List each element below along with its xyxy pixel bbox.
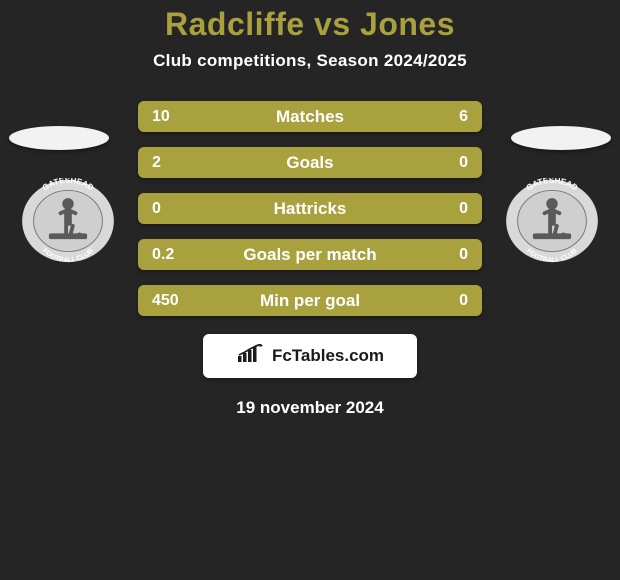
- club-crest-right: GATESHEAD FOOTBALL CLUB: [504, 178, 600, 264]
- stat-left-value: 2: [152, 154, 192, 172]
- stat-left-value: 10: [152, 108, 192, 126]
- stat-row-goals: 2 Goals 0: [138, 147, 482, 178]
- brand-badge: FcTables.com: [203, 334, 417, 378]
- stat-left-value: 0.2: [152, 246, 192, 264]
- player-photo-right: [511, 126, 611, 150]
- stat-right-value: 6: [428, 108, 468, 126]
- player-photo-left: [9, 126, 109, 150]
- chart-icon: [236, 344, 266, 369]
- stat-right-value: 0: [428, 246, 468, 264]
- stat-row-matches: 10 Matches 6: [138, 101, 482, 132]
- stats-rows: 10 Matches 6 2 Goals 0 0 Hattricks 0 0.2…: [138, 101, 482, 316]
- stat-right-value: 0: [428, 292, 468, 310]
- stat-left-value: 0: [152, 200, 192, 218]
- brand-text: FcTables.com: [272, 346, 384, 366]
- club-crest-left: GATESHEAD FOOTBALL CLUB: [20, 178, 116, 264]
- stat-right-value: 0: [428, 154, 468, 172]
- comparison-subtitle: Club competitions, Season 2024/2025: [0, 51, 620, 71]
- stat-left-value: 450: [152, 292, 192, 310]
- stat-row-goals-per-match: 0.2 Goals per match 0: [138, 239, 482, 270]
- stat-row-min-per-goal: 450 Min per goal 0: [138, 285, 482, 316]
- stat-right-value: 0: [428, 200, 468, 218]
- stat-row-hattricks: 0 Hattricks 0: [138, 193, 482, 224]
- comparison-title: Radcliffe vs Jones: [0, 6, 620, 43]
- date-text: 19 november 2024: [0, 398, 620, 418]
